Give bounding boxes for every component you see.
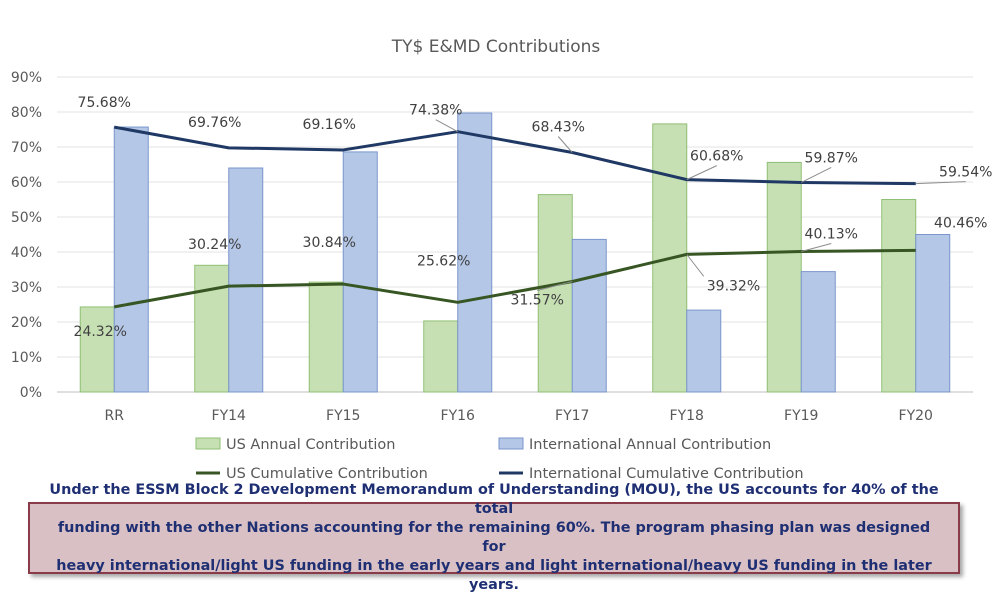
leader-line bbox=[557, 136, 573, 153]
y-tick-label: 90% bbox=[11, 70, 42, 86]
data-label: 24.32% bbox=[74, 324, 127, 340]
contributions-chart: TY$ E&MD Contributions 0% 10% 20% 30% 40% 50%… bbox=[11, 37, 993, 482]
legend-label: International Cumulative Contribution bbox=[529, 466, 804, 482]
legend-label: US Cumulative Contribution bbox=[226, 466, 428, 482]
bar bbox=[457, 112, 493, 393]
y-tick-label: 80% bbox=[11, 105, 42, 121]
data-label: 68.43% bbox=[532, 119, 585, 135]
line-series-path bbox=[113, 248, 916, 309]
bar bbox=[228, 167, 264, 393]
x-tick-label: FY17 bbox=[555, 408, 589, 424]
bar bbox=[537, 194, 573, 393]
leader-line bbox=[435, 119, 458, 133]
y-tick-label: 50% bbox=[11, 210, 42, 226]
bar bbox=[113, 126, 149, 393]
bar bbox=[308, 281, 344, 393]
legend-swatch bbox=[498, 437, 524, 450]
note-text: Under the ESSM Block 2 Development Memor… bbox=[30, 481, 958, 595]
data-label: 59.87% bbox=[805, 150, 858, 166]
leader-line bbox=[915, 181, 966, 185]
data-label: 60.68% bbox=[690, 149, 743, 165]
line-series bbox=[113, 125, 916, 309]
x-tick-label: FY16 bbox=[441, 408, 476, 424]
leader-line bbox=[686, 165, 717, 181]
note-line-1: Under the ESSM Block 2 Development Memor… bbox=[49, 482, 939, 517]
y-tick-label: 40% bbox=[11, 245, 42, 261]
note-line-2: funding with the other Nations accountin… bbox=[57, 520, 931, 555]
data-label: 69.76% bbox=[188, 115, 241, 131]
bar bbox=[915, 234, 951, 393]
y-axis-ticks: 0% 10% 20% 30% 40% 50% 60% 70% 80% 90% bbox=[11, 70, 42, 401]
bar-series bbox=[79, 112, 951, 393]
leader-line bbox=[801, 167, 832, 183]
x-tick-label: FY19 bbox=[784, 408, 818, 424]
bar bbox=[571, 238, 607, 393]
data-label: 30.84% bbox=[303, 235, 356, 251]
bar bbox=[79, 306, 115, 393]
note-box: Under the ESSM Block 2 Development Memor… bbox=[28, 482, 960, 593]
bar bbox=[686, 309, 722, 393]
data-label: 30.24% bbox=[188, 237, 241, 253]
data-label: 59.54% bbox=[939, 165, 992, 181]
x-axis-ticks: RR FY14 FY15 FY16 FY17 FY18 FY19 FY20 bbox=[105, 408, 933, 424]
legend-label: US Annual Contribution bbox=[226, 437, 395, 453]
x-tick-label: RR bbox=[105, 408, 125, 424]
y-tick-label: 60% bbox=[11, 175, 42, 191]
data-label: 40.13% bbox=[805, 227, 858, 243]
line-series-path bbox=[113, 125, 916, 186]
bar bbox=[194, 264, 230, 393]
y-tick-label: 10% bbox=[11, 350, 42, 366]
leader-line bbox=[686, 254, 705, 277]
leader-line bbox=[801, 243, 832, 253]
data-label: 74.38% bbox=[409, 103, 462, 119]
bar bbox=[881, 199, 917, 393]
x-tick-label: FY20 bbox=[899, 408, 933, 424]
bar bbox=[342, 151, 378, 393]
y-tick-label: 0% bbox=[20, 385, 42, 401]
data-label: 69.16% bbox=[303, 117, 356, 133]
legend-swatch bbox=[195, 437, 221, 450]
data-label: 39.32% bbox=[707, 278, 760, 294]
x-tick-label: FY18 bbox=[670, 408, 704, 424]
y-tick-label: 30% bbox=[11, 280, 42, 296]
y-tick-label: 70% bbox=[11, 140, 42, 156]
data-label: 40.46% bbox=[934, 215, 987, 231]
x-tick-label: FY15 bbox=[326, 408, 360, 424]
note-line-3: heavy international/light US funding in … bbox=[56, 558, 932, 593]
y-tick-label: 20% bbox=[11, 315, 42, 331]
bar bbox=[766, 161, 802, 393]
data-label: 25.62% bbox=[417, 253, 470, 269]
data-label: 75.68% bbox=[78, 95, 131, 111]
bar bbox=[423, 320, 459, 393]
legend-label: International Annual Contribution bbox=[529, 437, 771, 453]
data-labels: 24.32% 30.24% 30.84% 25.62% 31.57% 39.32% 40.1… bbox=[74, 95, 993, 340]
x-tick-label: FY14 bbox=[212, 408, 247, 424]
legend: US Annual Contribution International Annu… bbox=[195, 437, 804, 482]
chart-title: TY$ E&MD Contributions bbox=[391, 37, 601, 57]
data-label: 31.57% bbox=[511, 293, 564, 309]
leader-line bbox=[537, 281, 573, 291]
bar bbox=[800, 271, 836, 393]
